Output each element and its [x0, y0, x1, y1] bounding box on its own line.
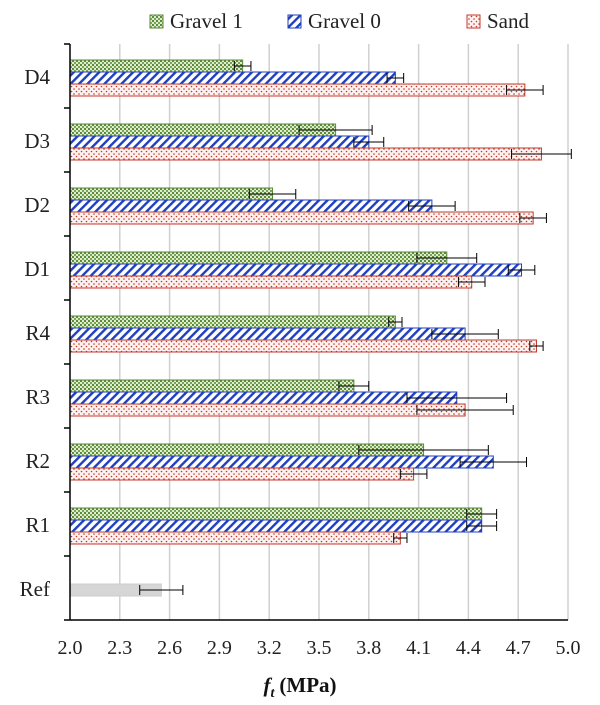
bar	[69, 251, 448, 265]
y-category-label: R3	[25, 385, 50, 409]
legend-label: Gravel 1	[170, 9, 243, 33]
x-axis-title: ft (MPa)	[263, 673, 336, 701]
legend-label: Gravel 0	[308, 9, 381, 33]
x-tick-label: 3.2	[257, 637, 282, 659]
y-category-label: D1	[24, 257, 50, 281]
y-category-label: R1	[25, 513, 50, 537]
x-axis-symbol: f	[263, 673, 272, 697]
x-tick-label: 4.7	[506, 637, 531, 659]
bars	[69, 59, 572, 597]
y-category-label: Ref	[20, 577, 50, 601]
x-tick-label: 3.5	[307, 637, 332, 659]
bar	[69, 327, 466, 341]
legend-swatch	[149, 14, 164, 29]
bar	[69, 507, 483, 521]
bar	[69, 71, 396, 85]
y-category-label: R2	[25, 449, 50, 473]
legend: Gravel 1 Gravel 0 Sand	[149, 9, 530, 33]
legend-swatch	[287, 14, 302, 29]
x-tick-label: 4.4	[456, 637, 481, 659]
bar	[69, 467, 415, 481]
x-axis-subscript: t	[270, 686, 275, 701]
x-tick-label: 2.0	[58, 637, 83, 659]
y-category-label: D2	[24, 193, 50, 217]
y-category-label: D3	[24, 129, 50, 153]
bar	[69, 455, 494, 469]
bar	[69, 403, 466, 417]
x-axis-unit: (MPa)	[279, 673, 336, 697]
legend-swatch	[466, 14, 481, 29]
bar	[69, 59, 244, 73]
bar	[69, 211, 534, 225]
x-tick-label: 2.3	[107, 637, 132, 659]
bar	[69, 83, 526, 97]
bar	[69, 519, 483, 533]
bar	[69, 379, 355, 393]
bar	[69, 275, 473, 289]
axes: 2.0 2.3 2.6 2.9 3.2 3.5 3.8 4.1 4.4 4.7 5.0 D4 D3 D2 D…	[20, 43, 581, 659]
bar	[69, 123, 337, 137]
bar	[69, 135, 370, 149]
bar	[69, 263, 523, 277]
bar	[69, 199, 433, 213]
bar	[69, 187, 274, 201]
bar	[69, 147, 542, 161]
y-category-label: R4	[25, 321, 50, 345]
x-tick-label: 2.6	[157, 637, 182, 659]
x-tick-label: 4.1	[406, 637, 431, 659]
bar	[69, 531, 401, 545]
x-tick-label: 3.8	[356, 637, 381, 659]
y-category-label: D4	[24, 65, 50, 89]
x-tick-label: 2.9	[207, 637, 232, 659]
x-tick-label: 5.0	[556, 637, 581, 659]
bar	[69, 315, 396, 329]
bar	[69, 391, 458, 405]
bar	[69, 339, 537, 353]
legend-label: Sand	[487, 9, 530, 33]
